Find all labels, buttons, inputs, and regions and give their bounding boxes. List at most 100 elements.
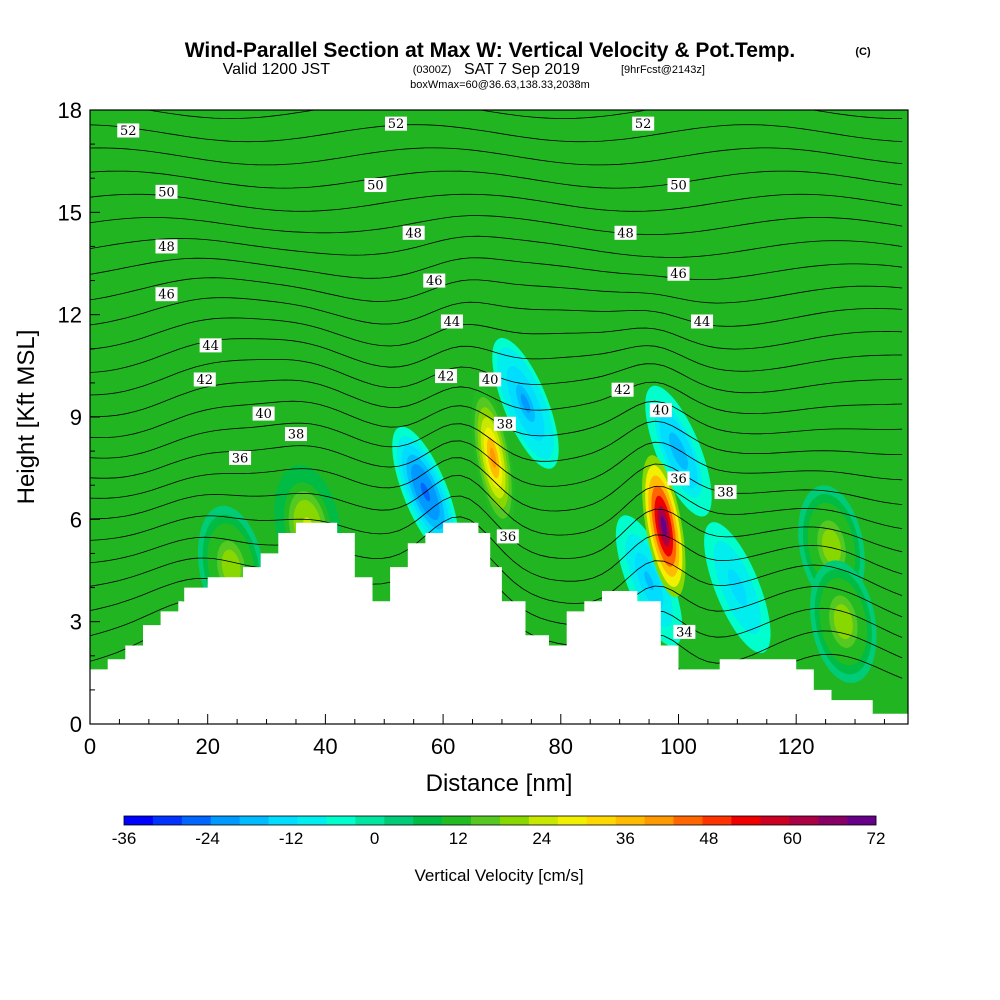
colorbar-swatch bbox=[326, 816, 356, 825]
colorbar-swatch bbox=[789, 816, 819, 825]
theta-contour-label-8: 48 bbox=[614, 225, 637, 241]
theta-contour-label-19: 40 bbox=[479, 372, 502, 388]
theta-contour-label-2: 52 bbox=[632, 116, 655, 132]
colorbar-tick-label: 12 bbox=[449, 829, 468, 848]
theta-contour-label-bg bbox=[155, 239, 178, 254]
theta-contour-label-bg bbox=[649, 403, 672, 418]
colorbar-tick-label: -36 bbox=[112, 829, 137, 848]
theta-contour-label-26: 36 bbox=[667, 471, 690, 487]
downdraft-3-shade-6 bbox=[644, 571, 654, 591]
y-tick-label: 0 bbox=[70, 712, 82, 737]
valid-date: SAT 7 Sep 2019 bbox=[464, 61, 580, 78]
colorbar-tick-label: 48 bbox=[699, 829, 718, 848]
theta-contour-line-9 bbox=[90, 440, 903, 487]
theta-contour-label-10: 46 bbox=[423, 273, 446, 289]
theta-contour-label-text: 50 bbox=[670, 179, 687, 194]
theta-contour-label-24: 36 bbox=[229, 450, 252, 466]
theta-contour-line-14 bbox=[90, 338, 903, 373]
theta-contour-label-text: 36 bbox=[232, 451, 249, 466]
theta-contour-label-text: 34 bbox=[676, 625, 693, 640]
theta-contour-label-5: 50 bbox=[667, 178, 690, 194]
colorbar-swatch bbox=[124, 816, 154, 825]
theta-contour-label-bg bbox=[673, 624, 696, 639]
theta-contour-label-bg bbox=[117, 123, 140, 138]
colorbar-swatch bbox=[471, 816, 501, 825]
theta-contour-label-text: 44 bbox=[444, 315, 461, 330]
theta-contour-label-23: 38 bbox=[714, 485, 737, 501]
theta-contour-label-25: 36 bbox=[496, 529, 519, 545]
theta-contour-label-bg bbox=[252, 406, 275, 421]
colorbar-swatch bbox=[500, 816, 530, 825]
theta-contour-line-16 bbox=[90, 297, 903, 327]
theta-contour-label-7: 48 bbox=[402, 225, 425, 241]
theta-contour-label-bg bbox=[402, 225, 425, 240]
theta-contour-label-bg bbox=[667, 178, 690, 193]
theta-contour-label-bg bbox=[284, 427, 307, 442]
downdraft-1-shade-6 bbox=[520, 394, 531, 413]
theta-contour-line-5 bbox=[90, 516, 903, 582]
potential-temperature-contours bbox=[90, 110, 903, 690]
valid-utc: (0300Z) bbox=[413, 64, 452, 76]
theta-contour-label-text: 42 bbox=[438, 370, 455, 385]
theta-contour-label-18: 40 bbox=[252, 406, 275, 422]
theta-contour-label-bg bbox=[667, 266, 690, 281]
theta-contour-label-bg bbox=[632, 116, 655, 131]
colorbar-swatch bbox=[818, 816, 848, 825]
theta-contour-line-23 bbox=[90, 147, 903, 166]
theta-contour-label-text: 38 bbox=[288, 428, 305, 443]
colorbar-swatch bbox=[644, 816, 674, 825]
theta-contour-label-text: 40 bbox=[482, 373, 499, 388]
theta-contour-label-9: 46 bbox=[155, 287, 178, 303]
theta-contour-label-6: 48 bbox=[155, 239, 178, 255]
chart-title: Wind-Parallel Section at Max W: Vertical… bbox=[185, 39, 796, 62]
theta-contour-label-4: 50 bbox=[364, 178, 387, 194]
colorbar-tick-label: -24 bbox=[195, 829, 220, 848]
y-axis-title: Height [Kft MSL] bbox=[13, 330, 40, 505]
theta-contour-label-20: 40 bbox=[649, 403, 672, 419]
chart-title-suffix: (C) bbox=[855, 46, 871, 58]
theta-contour-label-21: 38 bbox=[284, 427, 307, 443]
colorbar-swatch bbox=[528, 816, 559, 825]
colorbar-tick-label: 36 bbox=[616, 829, 635, 848]
x-tick-label: 120 bbox=[778, 734, 815, 759]
theta-contour-label-bg bbox=[199, 338, 222, 353]
theta-contour-line-12 bbox=[90, 379, 903, 418]
y-tick-label: 15 bbox=[58, 200, 82, 225]
colorbar-tick-label: 72 bbox=[867, 829, 886, 848]
theta-contour-label-bg bbox=[193, 372, 216, 387]
theta-contour-label-1: 52 bbox=[385, 116, 408, 132]
theta-contour-label-bg bbox=[364, 178, 387, 193]
x-tick-label: 40 bbox=[313, 734, 337, 759]
colorbar-swatch bbox=[731, 816, 761, 825]
colorbar-swatch bbox=[760, 816, 790, 825]
theta-contour-label-12: 44 bbox=[199, 338, 222, 354]
colorbar-swatch bbox=[268, 816, 298, 825]
theta-contour-line-24 bbox=[90, 124, 903, 143]
colorbar-swatch bbox=[355, 816, 385, 825]
theta-contour-label-14: 44 bbox=[691, 314, 714, 330]
updraft-0-shade-6 bbox=[660, 516, 667, 537]
updraft-1-shade-6 bbox=[490, 447, 497, 469]
theta-contour-label-text: 44 bbox=[694, 315, 711, 330]
theta-contour-line-21 bbox=[90, 193, 903, 212]
theta-contour-label-bg bbox=[714, 485, 737, 500]
theta-contour-line-17 bbox=[90, 277, 903, 304]
theta-contour-label-text: 48 bbox=[405, 226, 422, 241]
theta-contour-label-text: 40 bbox=[255, 407, 272, 422]
theta-contour-label-text: 52 bbox=[388, 117, 405, 132]
contour-label-layer: 52 52 52 50 50 50 48 48 48 46 46 46 44 44 44 42 42 42 40 40… bbox=[117, 116, 737, 640]
theta-contour-line-4 bbox=[90, 537, 903, 604]
colorbar-title: Vertical Velocity [cm/s] bbox=[414, 866, 583, 885]
colorbar-frame bbox=[123, 815, 877, 826]
theta-contour-label-22: 38 bbox=[493, 416, 516, 432]
theta-contour-label-13: 44 bbox=[440, 314, 463, 330]
updraft-2-shade-6 bbox=[826, 537, 837, 556]
theta-contour-label-text: 52 bbox=[635, 117, 652, 132]
terrain-mask bbox=[90, 522, 908, 724]
colorbar-swatch bbox=[673, 816, 703, 825]
theta-contour-label-bg bbox=[479, 372, 502, 387]
colorbar-swatch bbox=[586, 816, 616, 825]
theta-contour-line-15 bbox=[90, 317, 903, 350]
theta-contour-label-11: 46 bbox=[667, 266, 690, 282]
